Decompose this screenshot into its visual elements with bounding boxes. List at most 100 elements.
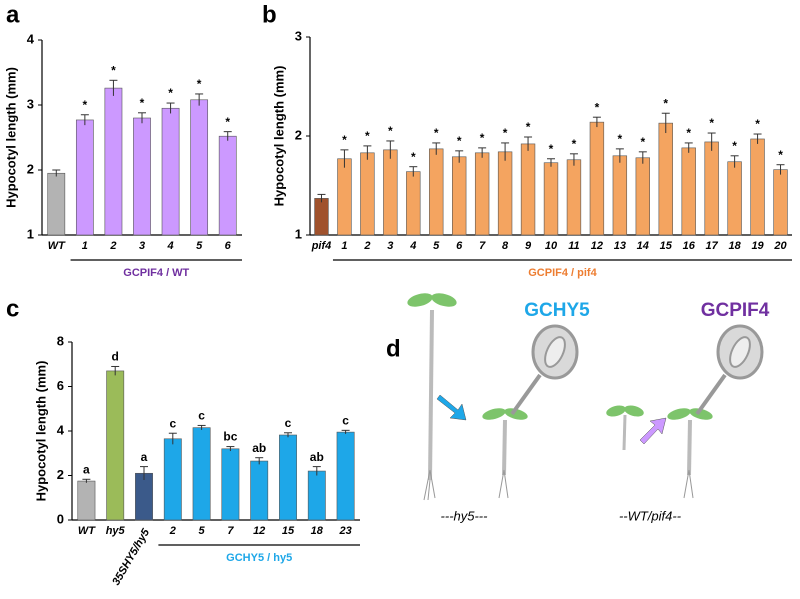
error-bar — [52, 169, 61, 177]
error-bar — [312, 466, 321, 476]
bar — [104, 87, 123, 236]
data-label: * — [663, 96, 668, 110]
x-tick-label: pif4 — [311, 240, 332, 252]
bar — [773, 169, 788, 236]
x-tick-label: 12 — [253, 525, 265, 537]
data-label: * — [411, 150, 416, 164]
y-tick-label: 3 — [295, 28, 302, 43]
x-tick-label: 16 — [683, 240, 696, 252]
caption: --WT/pif4-- — [619, 508, 682, 523]
data-label: * — [503, 126, 508, 140]
panel-label: c — [6, 295, 19, 322]
x-tick-label: 12 — [591, 240, 603, 252]
arrow — [639, 417, 667, 445]
bar — [314, 198, 329, 236]
error-bar — [684, 142, 693, 153]
bar — [727, 161, 742, 236]
group-label: GCHY5 / hy5 — [226, 552, 292, 564]
y-tick-label: 2 — [27, 161, 34, 176]
x-tick-label: 7 — [479, 240, 486, 252]
x-tick-label: 2 — [169, 525, 176, 537]
error-bar — [432, 142, 441, 155]
error-bar — [341, 429, 350, 434]
bar — [307, 470, 326, 521]
bar — [77, 480, 96, 521]
bar — [337, 158, 352, 236]
bar — [429, 148, 444, 236]
error-bar — [547, 158, 555, 167]
error-bar — [386, 140, 395, 159]
bar — [452, 156, 467, 236]
bar — [133, 117, 151, 236]
y-tick-label: 0 — [57, 511, 64, 526]
x-tick-label: 1 — [82, 240, 88, 252]
x-tick-label: 18 — [728, 240, 741, 252]
data-label: * — [595, 100, 600, 114]
data-label: a — [83, 462, 90, 476]
error-bar — [753, 133, 762, 144]
panel-label: d — [386, 335, 401, 362]
data-label: * — [572, 137, 577, 151]
data-label: * — [480, 131, 485, 145]
bar — [543, 162, 559, 236]
bar — [474, 152, 490, 236]
small-seedling — [606, 405, 644, 451]
data-label: * — [778, 148, 783, 162]
x-tick-label: 23 — [338, 525, 351, 537]
data-label: c — [198, 409, 205, 423]
error-bar — [455, 150, 464, 163]
x-tick-label: 20 — [773, 240, 787, 252]
arrow — [436, 394, 467, 421]
x-tick-label: 5 — [433, 240, 440, 252]
data-label: * — [140, 96, 145, 110]
error-bar — [168, 432, 177, 445]
label: GCHY5 — [524, 300, 590, 321]
x-tick-label: 2 — [363, 240, 370, 252]
x-tick-label: 10 — [545, 240, 558, 252]
bar — [406, 171, 421, 236]
x-tick-label: 15 — [282, 525, 295, 537]
error-bar — [592, 116, 601, 128]
bar — [658, 122, 673, 236]
bar — [336, 431, 355, 521]
y-tick-label: 8 — [57, 333, 64, 348]
data-label: * — [526, 120, 531, 134]
y-tick-label: 1 — [295, 226, 302, 241]
x-tick-label: WT — [78, 525, 96, 537]
x-tick-label: 18 — [311, 525, 324, 537]
bar — [566, 159, 582, 236]
error-bar — [730, 155, 739, 168]
data-label: * — [457, 134, 462, 148]
bar — [279, 434, 297, 521]
error-bar — [255, 457, 264, 465]
data-label: bc — [223, 430, 237, 444]
x-tick-label: 14 — [637, 240, 649, 252]
chart: a Hypocotyl length (mm) 1 2 3 4 WT * 1 * 2 * 3 * 4 * 5 * 6… — [3, 1, 242, 279]
bar — [250, 460, 269, 521]
x-tick-label: 15 — [660, 240, 673, 252]
data-label: c — [169, 416, 176, 430]
error-bar — [524, 136, 533, 151]
bar — [635, 157, 650, 236]
x-tick-label: 5 — [196, 240, 203, 252]
error-bar — [82, 478, 91, 483]
data-label: * — [83, 98, 88, 112]
error-bar — [707, 132, 716, 151]
label: GCPIF4 — [701, 300, 770, 321]
y-tick-label: 6 — [57, 378, 64, 393]
data-label: * — [111, 63, 116, 77]
bar — [135, 472, 153, 521]
data-label: * — [342, 133, 347, 147]
data-label: d — [112, 350, 119, 364]
bar — [161, 107, 180, 236]
group-label: GCPIF4 / pif4 — [528, 267, 597, 279]
data-label: * — [755, 117, 760, 131]
x-tick-label: 2 — [109, 240, 116, 252]
data-label: c — [342, 414, 349, 428]
x-tick-label: 4 — [409, 240, 416, 252]
seedling — [407, 293, 457, 501]
data-label: * — [225, 115, 230, 129]
x-tick-label: hy5 — [106, 525, 126, 537]
